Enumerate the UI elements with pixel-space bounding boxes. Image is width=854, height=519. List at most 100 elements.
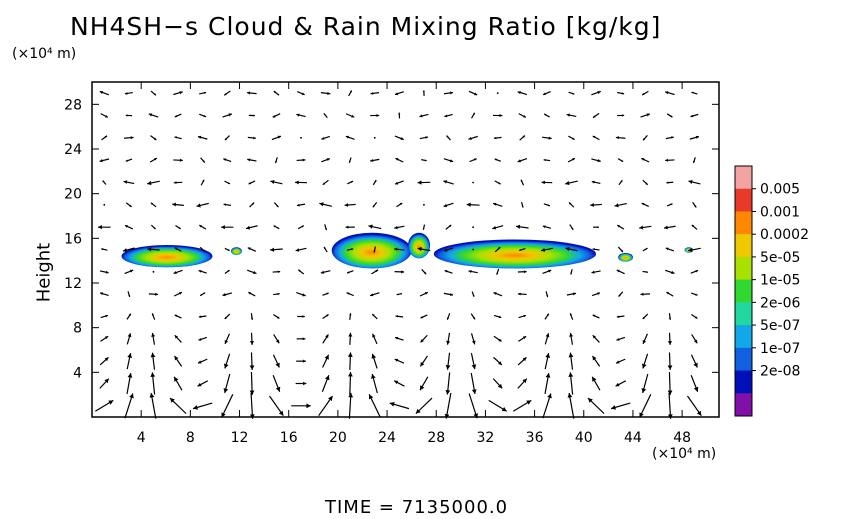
wind-arrowhead bbox=[147, 247, 152, 252]
wind-arrowhead bbox=[322, 182, 326, 185]
wind-arrowhead bbox=[572, 92, 575, 95]
wind-arrowhead bbox=[203, 114, 207, 118]
wind-arrowhead bbox=[198, 269, 202, 273]
x-tick-label: 4 bbox=[137, 430, 146, 446]
wind-arrowhead bbox=[695, 293, 698, 296]
wind-arrowhead bbox=[592, 335, 596, 339]
wind-arrowhead bbox=[348, 372, 353, 377]
wind-arrowhead bbox=[368, 394, 374, 400]
wind-arrowhead bbox=[641, 158, 645, 161]
wind-arrowhead bbox=[667, 341, 672, 345]
wind-arrowhead bbox=[643, 138, 646, 141]
wind-arrowhead bbox=[695, 270, 699, 273]
wind-arrowhead bbox=[493, 202, 497, 206]
wind-arrowhead bbox=[520, 179, 523, 182]
wind-arrowhead bbox=[346, 292, 350, 295]
wind-arrowhead bbox=[569, 313, 573, 316]
wind-arrowhead bbox=[664, 225, 668, 230]
wind-arrowhead bbox=[130, 136, 134, 140]
wind-arrowhead bbox=[222, 293, 226, 297]
wind-dot bbox=[152, 270, 155, 273]
wind-arrowhead bbox=[197, 382, 202, 387]
wind-arrowhead bbox=[153, 137, 157, 141]
wind-arrowhead bbox=[422, 90, 425, 93]
wind-arrowhead bbox=[247, 247, 251, 251]
wind-arrowhead bbox=[499, 113, 503, 118]
wind-arrowhead bbox=[420, 361, 425, 367]
cloud-region bbox=[407, 232, 431, 259]
wind-arrowhead bbox=[448, 224, 452, 228]
wind-arrowhead bbox=[570, 272, 573, 275]
y-tick-label: 12 bbox=[64, 276, 82, 292]
wind-arrowhead bbox=[347, 352, 353, 357]
wind-arrowhead bbox=[302, 158, 306, 162]
wind-arrowhead bbox=[179, 91, 183, 95]
colorbar-band bbox=[735, 370, 752, 394]
wind-arrowhead bbox=[374, 180, 377, 183]
wind-arrowhead bbox=[587, 398, 593, 403]
wind-arrowhead bbox=[223, 388, 229, 393]
wind-arrowhead bbox=[197, 135, 202, 139]
wind-arrowhead bbox=[420, 339, 424, 343]
wind-arrowhead bbox=[295, 248, 300, 252]
wind-arrowhead bbox=[202, 160, 205, 163]
wind-arrowhead bbox=[493, 136, 497, 140]
wind-arrowhead bbox=[497, 247, 501, 250]
wind-arrowhead bbox=[565, 180, 570, 186]
wind-dot bbox=[103, 203, 106, 206]
wind-arrowhead bbox=[371, 374, 376, 379]
wind-arrowhead bbox=[472, 294, 475, 297]
wind-arrowhead bbox=[498, 182, 501, 185]
wind-arrowhead bbox=[127, 353, 133, 358]
wind-arrowhead bbox=[174, 314, 178, 318]
wind-arrowhead bbox=[394, 358, 399, 362]
wind-arrowhead bbox=[545, 333, 550, 338]
wind-arrowhead bbox=[321, 136, 325, 140]
wind-arrowhead bbox=[496, 272, 499, 275]
wind-arrowhead bbox=[691, 224, 695, 228]
wind-arrowhead bbox=[345, 225, 349, 229]
wind-arrowhead bbox=[125, 159, 129, 162]
y-tick-label: 16 bbox=[64, 231, 82, 247]
colorbar-band bbox=[735, 325, 752, 349]
wind-arrowhead bbox=[150, 352, 156, 358]
wind-arrowhead bbox=[129, 204, 132, 207]
wind-dot bbox=[472, 226, 475, 229]
wind-arrowhead bbox=[641, 388, 647, 393]
wind-arrowhead bbox=[99, 90, 104, 95]
cloud-region bbox=[433, 239, 597, 269]
wind-arrowhead bbox=[645, 248, 648, 250]
x-tick-label: 24 bbox=[378, 430, 396, 446]
colorbar-frame bbox=[734, 165, 753, 417]
wind-arrowhead bbox=[373, 250, 376, 253]
wind-arrowhead bbox=[466, 202, 471, 207]
wind-arrowhead bbox=[350, 181, 354, 183]
wind-arrowhead bbox=[253, 136, 256, 140]
wind-arrowhead bbox=[468, 269, 472, 274]
wind-arrowhead bbox=[346, 271, 350, 274]
wind-arrowhead bbox=[174, 114, 178, 118]
wind-arrowhead bbox=[618, 294, 621, 297]
wind-arrowhead bbox=[344, 203, 349, 207]
wind-arrowhead bbox=[249, 341, 254, 345]
wind-arrowhead bbox=[128, 313, 131, 317]
chart-title: NH4SH−s Cloud & Rain Mixing Ratio [kg/kg… bbox=[70, 12, 662, 41]
wind-arrowhead bbox=[639, 412, 644, 418]
wind-arrowhead bbox=[417, 246, 422, 252]
wind-arrowhead bbox=[270, 179, 275, 184]
wind-arrowhead bbox=[228, 113, 232, 117]
x-tick-label: 48 bbox=[673, 430, 691, 446]
wind-arrowhead bbox=[572, 137, 575, 140]
wind-arrowhead bbox=[547, 204, 550, 207]
wind-arrowhead bbox=[541, 180, 545, 185]
wind-arrowhead bbox=[444, 114, 448, 118]
wind-arrowhead bbox=[620, 249, 623, 252]
wind-arrowhead bbox=[394, 247, 398, 251]
wind-arrowhead bbox=[349, 90, 352, 93]
colorbar-band bbox=[735, 234, 752, 258]
wind-arrowhead bbox=[522, 357, 527, 362]
wind-arrowhead bbox=[419, 114, 423, 118]
wind-arrowhead bbox=[370, 158, 374, 163]
wind-arrowhead bbox=[691, 91, 694, 94]
wind-arrowhead bbox=[688, 247, 693, 253]
